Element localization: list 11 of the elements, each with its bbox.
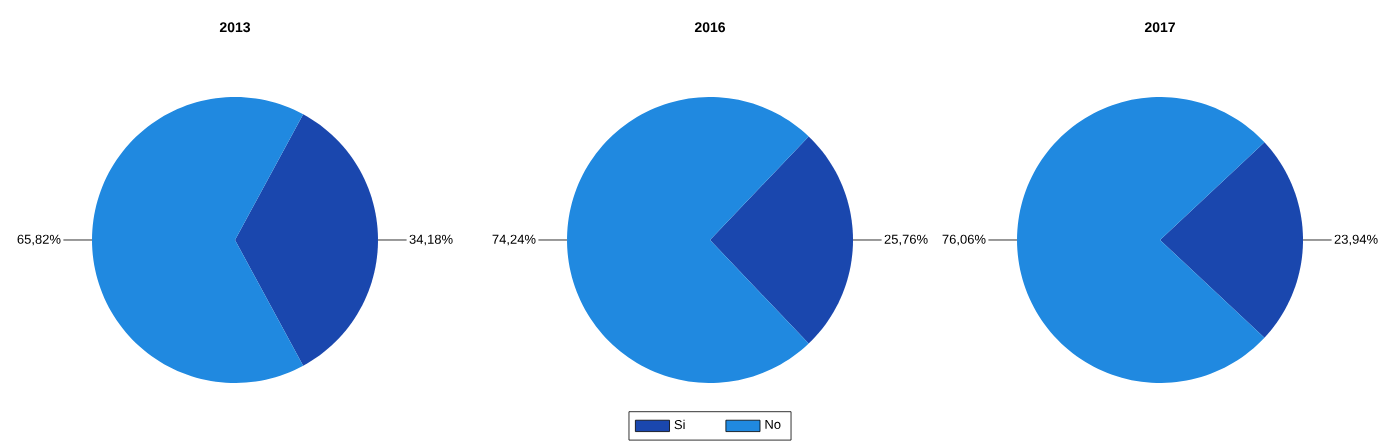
data-label: 76,06%	[942, 234, 986, 246]
data-label: 25,76%	[884, 234, 928, 246]
data-label: 65,82%	[17, 234, 61, 246]
data-label: 34,18%	[409, 234, 453, 246]
legend-label: No	[765, 419, 781, 429]
chart-title: 2013	[219, 22, 251, 33]
legend-label: Si	[674, 419, 685, 430]
chart-title: 2016	[694, 22, 726, 33]
data-label: 23,94%	[1334, 234, 1378, 246]
data-label: 74,24%	[492, 234, 536, 246]
chart-title: 2017	[1144, 22, 1175, 33]
